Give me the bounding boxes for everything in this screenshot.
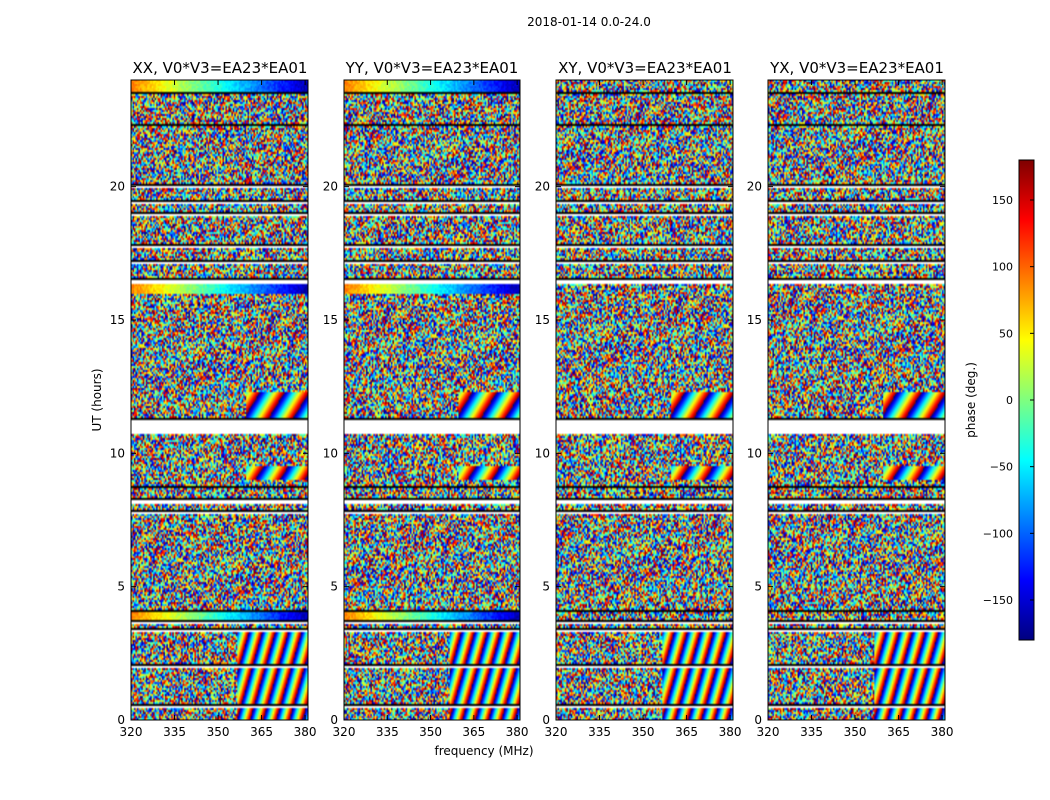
x-tick-label: 350 — [419, 725, 442, 739]
phase-heatmap — [768, 80, 945, 720]
x-tick-label: 335 — [376, 725, 399, 739]
colorbar-tick-label: −50 — [990, 461, 1013, 474]
axes-frame — [555, 79, 734, 721]
panel-title: XX, V0*V3=EA23*EA01 — [133, 59, 308, 77]
panel-xy: XY, V0*V3=EA23*EA01 320 335 350 365 380 0 5 10 1… — [535, 59, 742, 739]
y-tick-label: 0 — [330, 713, 338, 727]
y-tick-label: 15 — [747, 313, 762, 327]
y-tick-label: 15 — [535, 313, 550, 327]
colorbar: 150 100 50 0 −50 −100 −150 phase (deg.) — [964, 159, 1035, 641]
panel-title: YY, V0*V3=EA23*EA01 — [345, 59, 519, 77]
x-tick-label: 350 — [207, 725, 230, 739]
x-tick-label: 365 — [250, 725, 273, 739]
x-tick-label: 380 — [506, 725, 529, 739]
axes-frame — [130, 79, 309, 721]
colorbar-tick-label: −150 — [983, 594, 1013, 607]
x-tick-label: 320 — [120, 725, 143, 739]
x-tick-label: 320 — [545, 725, 568, 739]
y-tick-label: 10 — [323, 446, 338, 460]
y-tick-label: 0 — [754, 713, 762, 727]
x-tick-label: 365 — [887, 725, 910, 739]
y-tick-label: 20 — [747, 180, 762, 194]
y-tick-label: 5 — [330, 580, 338, 594]
x-tick-label: 365 — [675, 725, 698, 739]
phase-heatmap — [131, 80, 308, 720]
figure-suptitle: 2018-01-14 0.0-24.0 — [527, 15, 651, 29]
colorbar-tick-label: −100 — [983, 527, 1013, 540]
x-tick-label: 320 — [333, 725, 356, 739]
y-tick-label: 10 — [110, 446, 125, 460]
x-tick-label: 320 — [757, 725, 780, 739]
x-tick-label: 365 — [462, 725, 485, 739]
y-tick-label: 5 — [542, 580, 550, 594]
panel-xx: XX, V0*V3=EA23*EA01 320 335 350 365 380 0 5 10 1… — [110, 59, 317, 739]
x-tick-label: 380 — [931, 725, 954, 739]
colorbar-label: phase (deg.) — [964, 362, 978, 438]
x-tick-label: 350 — [632, 725, 655, 739]
x-tick-label: 350 — [844, 725, 867, 739]
colorbar-tick-label: 100 — [992, 261, 1013, 274]
y-tick-label: 10 — [747, 446, 762, 460]
y-tick-label: 20 — [323, 180, 338, 194]
x-tick-label: 335 — [588, 725, 611, 739]
axes-frame — [767, 79, 946, 721]
y-tick-label: 20 — [535, 180, 550, 194]
y-axis-label: UT (hours) — [90, 368, 104, 431]
colorbar-tick-label: 150 — [992, 194, 1013, 207]
x-tick-label: 380 — [719, 725, 742, 739]
x-tick-label: 335 — [163, 725, 186, 739]
y-tick-label: 0 — [117, 713, 125, 727]
x-tick-label: 335 — [800, 725, 823, 739]
x-axis-label: frequency (MHz) — [434, 744, 533, 758]
phase-heatmap — [344, 80, 520, 720]
colorbar-tick-label: 0 — [1006, 394, 1013, 407]
colorbar-tick-label: 50 — [999, 327, 1013, 340]
y-tick-label: 20 — [110, 180, 125, 194]
panel-yy: YY, V0*V3=EA23*EA01 320 335 350 365 380 0 5 10 1… — [323, 59, 529, 739]
y-tick-label: 5 — [117, 580, 125, 594]
y-tick-label: 15 — [110, 313, 125, 327]
y-tick-label: 10 — [535, 446, 550, 460]
x-tick-label: 380 — [294, 725, 317, 739]
panel-yx: YX, V0*V3=EA23*EA01 320 335 350 365 380 0 5 10 1… — [747, 59, 954, 739]
y-tick-label: 5 — [754, 580, 762, 594]
y-tick-label: 0 — [542, 713, 550, 727]
panel-title: XY, V0*V3=EA23*EA01 — [558, 59, 732, 77]
axes-frame — [343, 79, 521, 721]
y-tick-label: 15 — [323, 313, 338, 327]
phase-heatmap — [556, 80, 733, 720]
panel-title: YX, V0*V3=EA23*EA01 — [769, 59, 944, 77]
